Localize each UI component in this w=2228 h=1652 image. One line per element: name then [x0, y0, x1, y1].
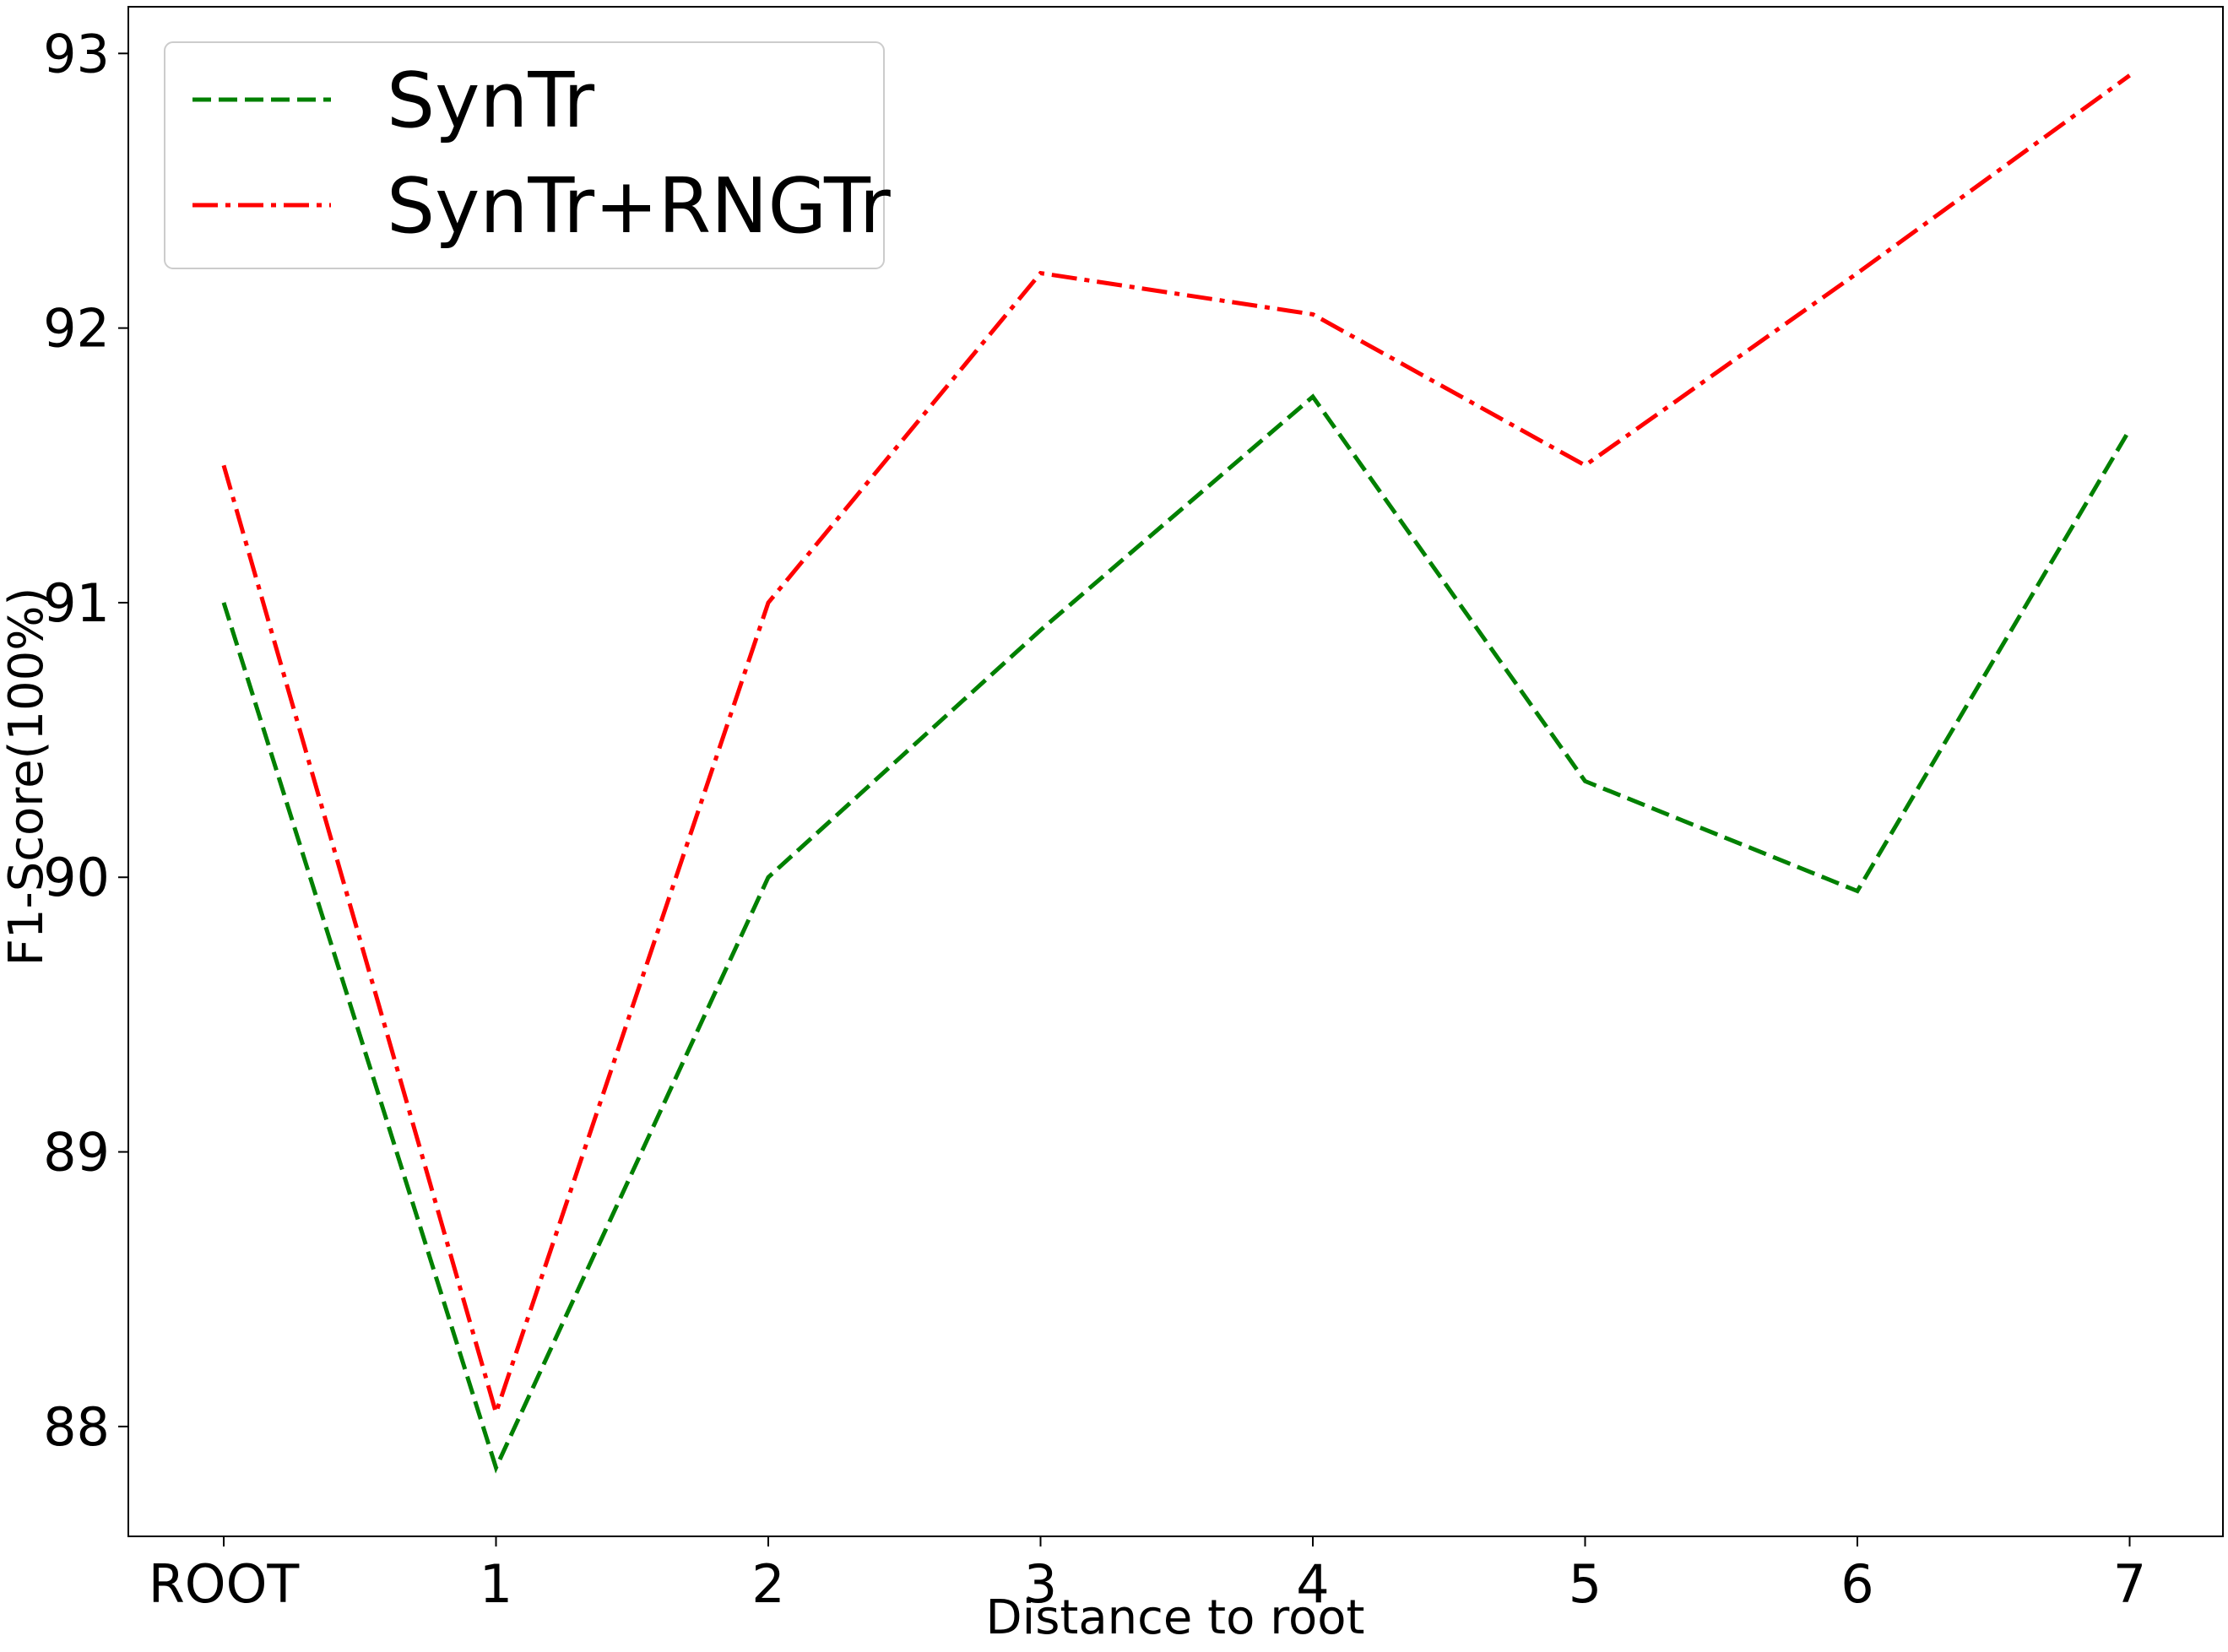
series-line-syntr — [221, 393, 2132, 1474]
y-axis-title: F1-Score(100%) — [0, 588, 54, 967]
y-tick-label: 89 — [43, 1122, 110, 1183]
plot-area-frame — [127, 6, 2224, 1537]
x-tick-label: 1 — [480, 1553, 512, 1615]
y-axis-ticks: 88 89 90 91 92 93 — [43, 23, 128, 1458]
y-tick-label: 91 — [43, 572, 110, 634]
y-tick-label: 93 — [43, 23, 110, 84]
x-tick-label: 4 — [1296, 1553, 1329, 1615]
series-line-syntr-rngtr — [221, 73, 2131, 1421]
legend-label-syntr-rngtr: SynTr+RNGTr — [387, 162, 891, 251]
legend-label-syntr: SynTr — [387, 57, 594, 145]
y-tick-label: 90 — [43, 847, 110, 908]
y-tick-label: 92 — [43, 298, 110, 360]
legend-box — [164, 41, 885, 269]
series-lines — [221, 73, 2132, 1474]
x-tick-label: 7 — [2113, 1553, 2146, 1615]
x-axis-title: Distance to root — [986, 1590, 1365, 1645]
x-tick-label: 3 — [1024, 1553, 1057, 1615]
x-axis-ticks: ROOT 1 2 3 4 5 6 7 — [149, 1536, 2146, 1615]
x-tick-label: ROOT — [149, 1553, 301, 1615]
y-tick-label: 88 — [43, 1396, 110, 1458]
x-tick-label: 6 — [1840, 1553, 1873, 1615]
legend: SynTr SynTr+RNGTr — [164, 41, 891, 269]
x-tick-label: 5 — [1569, 1553, 1602, 1615]
x-tick-label: 2 — [751, 1553, 784, 1615]
